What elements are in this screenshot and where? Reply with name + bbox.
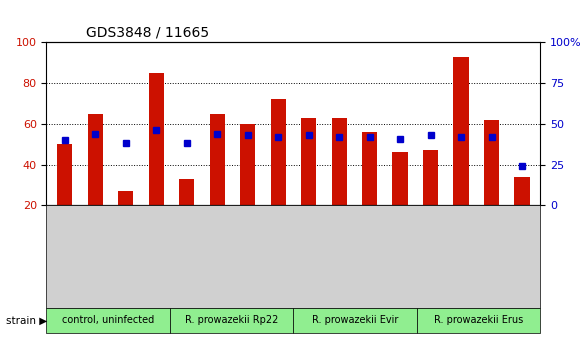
Text: strain ▶: strain ▶: [6, 315, 47, 325]
Bar: [484, 120, 499, 205]
Bar: [57, 144, 73, 205]
Text: R. prowazekii Erus: R. prowazekii Erus: [434, 315, 523, 325]
Bar: [514, 177, 530, 205]
Text: control, uninfected: control, uninfected: [62, 315, 155, 325]
Bar: [393, 152, 408, 205]
Bar: [149, 73, 164, 205]
Bar: [332, 118, 347, 205]
Bar: [271, 99, 286, 205]
Text: R. prowazekii Rp22: R. prowazekii Rp22: [185, 315, 278, 325]
Bar: [301, 118, 316, 205]
Bar: [362, 132, 377, 205]
Bar: [179, 179, 194, 205]
Bar: [118, 191, 134, 205]
Text: R. prowazekii Evir: R. prowazekii Evir: [312, 315, 399, 325]
Text: GDS3848 / 11665: GDS3848 / 11665: [86, 26, 209, 40]
Bar: [240, 124, 255, 205]
Bar: [423, 150, 438, 205]
Bar: [453, 57, 469, 205]
Bar: [210, 114, 225, 205]
Bar: [88, 114, 103, 205]
